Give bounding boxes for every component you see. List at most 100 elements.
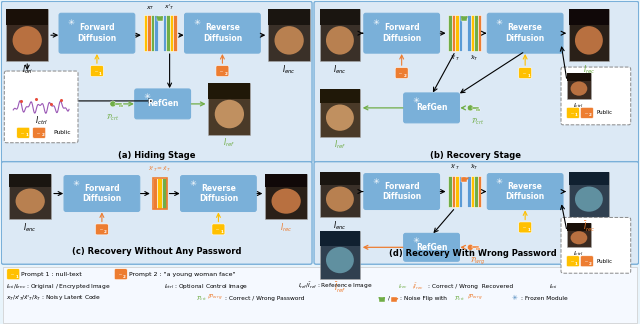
FancyBboxPatch shape	[561, 217, 630, 273]
Text: $\hat{x}_T$: $\hat{x}_T$	[470, 53, 479, 63]
Bar	[452, 15, 456, 51]
Text: (a) Hiding Stage: (a) Hiding Stage	[118, 151, 195, 160]
Text: Prompt 2 : "a young woman face": Prompt 2 : "a young woman face"	[129, 272, 236, 277]
FancyBboxPatch shape	[33, 127, 45, 138]
Text: ✳: ✳	[372, 18, 380, 27]
Text: Reverse
Diffusion: Reverse Diffusion	[506, 24, 545, 43]
Text: (b) Recovery Stage: (b) Recovery Stage	[430, 151, 521, 160]
Bar	[456, 15, 459, 51]
Text: $\mathcal{P}_{crt}$: $\mathcal{P}_{crt}$	[470, 117, 484, 127]
Bar	[163, 15, 166, 51]
FancyBboxPatch shape	[404, 93, 460, 123]
FancyBboxPatch shape	[180, 176, 256, 212]
Bar	[567, 73, 591, 99]
FancyBboxPatch shape	[518, 68, 532, 78]
Bar	[121, 105, 123, 107]
Text: ✳: ✳	[68, 18, 74, 27]
Text: Forward
Diffusion: Forward Diffusion	[382, 24, 421, 43]
Bar	[10, 174, 51, 187]
Text: /$\mathcal{P}_{wrg}$: /$\mathcal{P}_{wrg}$	[467, 293, 483, 303]
Bar	[320, 9, 360, 61]
FancyBboxPatch shape	[1, 162, 312, 264]
Text: Forward
Diffusion: Forward Diffusion	[83, 184, 122, 203]
Text: $\mathcal{P}_{wrg}$: $\mathcal{P}_{wrg}$	[470, 255, 485, 267]
Text: ✳: ✳	[193, 18, 200, 27]
Text: 1: 1	[575, 262, 578, 266]
Text: $I_{ctrl}$: $I_{ctrl}$	[35, 115, 47, 127]
Text: $\hat{x}_T$: $\hat{x}_T$	[470, 162, 479, 172]
Ellipse shape	[326, 187, 354, 212]
Bar	[166, 15, 170, 51]
FancyBboxPatch shape	[518, 222, 532, 233]
Ellipse shape	[13, 26, 42, 55]
FancyBboxPatch shape	[184, 13, 260, 53]
Bar	[476, 248, 478, 250]
Bar	[474, 176, 478, 207]
FancyBboxPatch shape	[395, 68, 408, 78]
Text: $\bar{I}_{ref}$: $\bar{I}_{ref}$	[333, 281, 346, 295]
Ellipse shape	[15, 189, 45, 214]
Text: RefGen: RefGen	[416, 103, 447, 112]
Bar	[268, 9, 310, 25]
Bar	[472, 246, 479, 248]
Text: Public: Public	[597, 259, 613, 264]
Text: RefGen: RefGen	[147, 99, 179, 109]
Text: $\mathcal{P}_{crt}$: $\mathcal{P}_{crt}$	[106, 113, 120, 123]
Text: ✳: ✳	[496, 177, 503, 186]
Text: ✳: ✳	[412, 97, 419, 105]
Text: 1: 1	[575, 113, 578, 117]
Text: ···: ···	[216, 227, 220, 232]
FancyBboxPatch shape	[17, 127, 29, 138]
Text: ···: ···	[570, 259, 575, 264]
Text: /: /	[388, 295, 390, 301]
Text: 1: 1	[220, 230, 223, 234]
Text: ✳: ✳	[372, 177, 380, 186]
Bar	[467, 15, 471, 51]
Ellipse shape	[575, 187, 603, 212]
FancyBboxPatch shape	[212, 224, 225, 235]
Text: ···: ···	[220, 69, 224, 74]
Bar	[157, 178, 162, 210]
FancyBboxPatch shape	[580, 256, 593, 267]
Text: 2: 2	[41, 133, 44, 137]
Text: $x_T$: $x_T$	[147, 5, 155, 12]
Text: : Frozen Module: : Frozen Module	[521, 295, 568, 301]
Text: Reverse
Diffusion: Reverse Diffusion	[203, 24, 242, 43]
Text: $\mathcal{P}_{crt}$: $\mathcal{P}_{crt}$	[195, 294, 207, 303]
Bar	[478, 109, 481, 111]
Bar	[478, 248, 481, 250]
Bar	[471, 15, 474, 51]
Text: $x'_T$: $x'_T$	[164, 3, 175, 12]
Text: ···: ···	[584, 111, 589, 116]
Bar	[320, 231, 360, 246]
FancyBboxPatch shape	[580, 107, 593, 118]
Bar	[567, 224, 591, 231]
Bar	[452, 176, 456, 207]
Text: /$\mathcal{P}_{wrg}$: /$\mathcal{P}_{wrg}$	[207, 293, 223, 303]
Bar	[467, 176, 471, 207]
Bar	[3, 267, 637, 323]
Bar	[265, 174, 307, 187]
Text: Reverse
Diffusion: Reverse Diffusion	[199, 184, 238, 203]
Text: ✳: ✳	[412, 236, 419, 245]
Bar	[478, 176, 481, 207]
Text: ···: ···	[118, 272, 123, 277]
Text: $\mathcal{P}_{crt}$: $\mathcal{P}_{crt}$	[454, 294, 466, 303]
Bar	[209, 83, 250, 135]
Bar	[569, 172, 609, 217]
Text: RefGen: RefGen	[416, 243, 447, 252]
Text: $\bar{I}_{rec}$: $\bar{I}_{rec}$	[582, 219, 595, 234]
Text: ✳: ✳	[511, 295, 517, 301]
Text: Public: Public	[53, 130, 70, 135]
Ellipse shape	[571, 81, 588, 96]
Ellipse shape	[575, 26, 603, 55]
Text: $I_{ref}$/$\bar{I}_{ref}$ : Reference Image: $I_{ref}$/$\bar{I}_{ref}$ : Reference Im…	[298, 281, 372, 291]
FancyBboxPatch shape	[404, 233, 460, 261]
Bar	[153, 178, 157, 210]
Bar	[320, 172, 360, 185]
Bar	[268, 9, 310, 61]
Text: (c) Recovery Without Any Password: (c) Recovery Without Any Password	[72, 247, 241, 256]
Text: ···: ···	[20, 131, 25, 136]
FancyBboxPatch shape	[115, 269, 127, 280]
Text: ✳: ✳	[143, 92, 150, 101]
